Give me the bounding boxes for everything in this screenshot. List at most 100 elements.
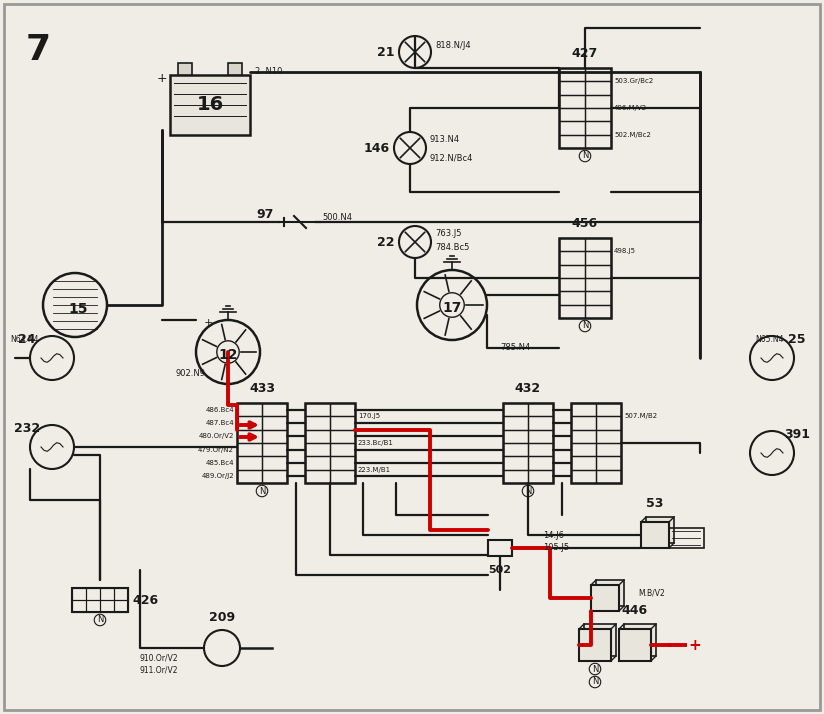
Bar (624, 624, 656, 656)
Text: 456: 456 (572, 217, 598, 230)
Bar (571, 416, 596, 430)
Circle shape (417, 270, 487, 340)
Bar (100, 600, 114, 612)
Text: 507.M/B2: 507.M/B2 (624, 413, 657, 419)
Bar (503, 403, 553, 483)
Bar (86, 600, 100, 612)
Bar (528, 470, 553, 483)
Bar (262, 430, 287, 443)
Bar (559, 238, 585, 251)
Text: 21: 21 (377, 46, 395, 59)
Text: 818.N/J4: 818.N/J4 (435, 41, 471, 49)
Text: 503.Gr/Bc2: 503.Gr/Bc2 (614, 79, 653, 84)
Bar (585, 291, 611, 305)
Circle shape (750, 336, 794, 380)
Bar (585, 81, 611, 95)
Text: 911.Or/V2: 911.Or/V2 (140, 665, 179, 675)
Bar (305, 416, 330, 430)
Text: 487.Bc4: 487.Bc4 (205, 420, 234, 426)
Bar (330, 403, 355, 416)
Bar (330, 430, 355, 443)
Text: N: N (582, 321, 588, 331)
Bar (305, 456, 330, 470)
Text: 489.Or/J2: 489.Or/J2 (201, 473, 234, 479)
Text: 426: 426 (132, 593, 158, 606)
Text: 433: 433 (249, 382, 275, 395)
Bar (559, 305, 585, 318)
Text: N: N (259, 486, 265, 496)
Bar (528, 456, 553, 470)
Bar (503, 430, 528, 443)
Text: 912.N/Bc4: 912.N/Bc4 (430, 154, 473, 163)
Bar (488, 540, 512, 556)
Text: 209: 209 (209, 611, 235, 624)
Bar (72, 588, 128, 612)
Text: 97: 97 (256, 208, 274, 221)
Bar (571, 470, 596, 483)
Bar (237, 403, 287, 483)
Text: N: N (96, 615, 103, 625)
Bar (72, 600, 86, 612)
Text: 2. N10: 2. N10 (255, 68, 283, 76)
Bar (528, 430, 553, 443)
Text: +: + (688, 638, 700, 653)
Bar (305, 430, 330, 443)
Text: N: N (592, 678, 598, 686)
Bar (596, 456, 621, 470)
Bar (305, 443, 330, 456)
Bar (571, 430, 596, 443)
Bar (503, 456, 528, 470)
Bar (596, 470, 621, 483)
Bar (528, 403, 553, 416)
Text: 763.J5: 763.J5 (435, 228, 461, 238)
Bar (596, 416, 621, 430)
Bar (237, 456, 262, 470)
Bar (503, 443, 528, 456)
Bar (585, 251, 611, 265)
Circle shape (750, 431, 794, 475)
Text: 14.J6: 14.J6 (543, 531, 564, 540)
Text: 223.M/B1: 223.M/B1 (358, 467, 391, 473)
Text: 784.Bc5: 784.Bc5 (435, 243, 470, 253)
Circle shape (30, 425, 74, 469)
Bar (591, 585, 619, 611)
Bar (72, 588, 86, 600)
Bar (262, 403, 287, 416)
Text: 22: 22 (377, 236, 395, 248)
Bar (585, 68, 611, 81)
Text: 233.Bc/B1: 233.Bc/B1 (358, 440, 394, 446)
Bar (571, 443, 596, 456)
Bar (585, 238, 611, 251)
Text: M.B/V2: M.B/V2 (638, 588, 665, 598)
Bar (528, 443, 553, 456)
Text: 485.Bc4: 485.Bc4 (205, 460, 234, 466)
Bar (237, 403, 262, 416)
Bar (237, 416, 262, 430)
Bar (585, 135, 611, 148)
Bar (262, 470, 287, 483)
Bar (641, 522, 669, 548)
Bar (559, 291, 585, 305)
Text: 16: 16 (196, 96, 223, 114)
Text: 480.Or/V2: 480.Or/V2 (199, 433, 234, 439)
Bar (579, 629, 611, 661)
Text: 105.J5: 105.J5 (543, 543, 569, 553)
Bar (585, 108, 611, 121)
Bar (559, 68, 611, 148)
Bar (330, 456, 355, 470)
Bar (619, 629, 651, 661)
Bar (559, 95, 585, 108)
Bar (237, 430, 262, 443)
Text: 500.N4: 500.N4 (322, 213, 352, 221)
Bar (559, 68, 585, 81)
Bar (237, 443, 262, 456)
Text: 12: 12 (218, 348, 238, 362)
Bar (585, 95, 611, 108)
Text: 24: 24 (18, 333, 35, 346)
Bar (559, 278, 585, 291)
Bar (559, 238, 611, 318)
Text: N: N (525, 486, 531, 496)
Bar (262, 443, 287, 456)
Text: +: + (157, 71, 167, 84)
Bar (596, 430, 621, 443)
